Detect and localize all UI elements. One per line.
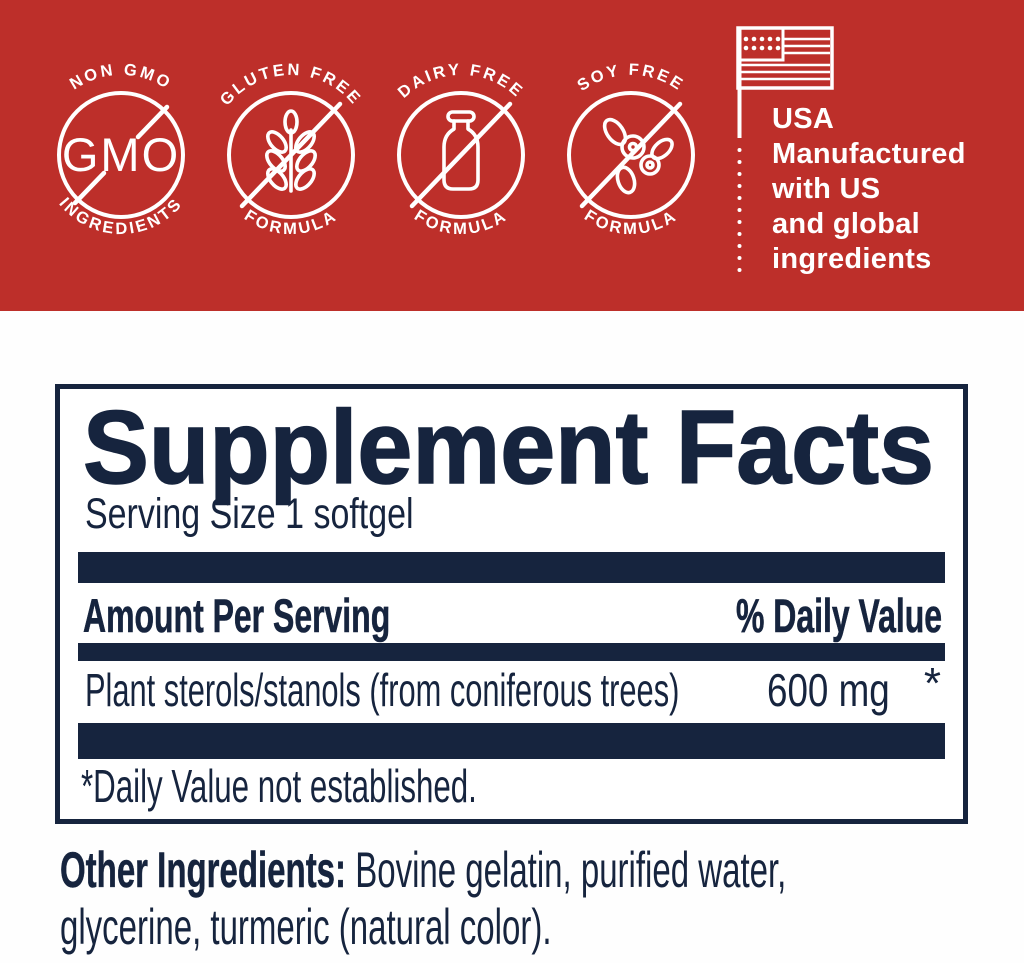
panel-title: Supplement Facts (82, 389, 934, 507)
badge-bottom-arc-text: FORMULA (581, 206, 681, 238)
soy-free-badge: SOY FREE FORMULA (567, 61, 695, 238)
dairy-free-badge: DAIRY FREE FORMULA (395, 61, 528, 238)
badge-bottom-arc-text: FORMULA (411, 206, 511, 238)
flag-stripes (740, 37, 830, 81)
origin-line: USA (772, 103, 835, 135)
thick-divider-bar (78, 552, 945, 583)
top-banner: GMO NON GMO INGREDIENTS (0, 0, 1024, 311)
supplement-facts-panel: Supplement Facts Serving Size 1 softgel … (55, 384, 968, 824)
other-ingredients-label: Other Ingredients: (60, 842, 347, 899)
origin-line: Manufactured (772, 138, 966, 170)
slash-icon (239, 101, 343, 209)
ingredient-row-name: Plant sterols/stanols (from coniferous t… (85, 664, 680, 716)
badge-circle (227, 91, 355, 219)
flag-stars (743, 36, 781, 51)
badge-circle (397, 91, 525, 219)
flag-pole-dotted-line (737, 148, 742, 272)
ingredient-row-daily-value: * (923, 659, 941, 708)
soybean-icon (602, 117, 674, 195)
origin-line: and global (772, 208, 920, 240)
badge-top-arc-text: SOY FREE (574, 61, 688, 95)
ingredient-row-amount: 600 mg (767, 664, 890, 716)
badge-bottom-arc-text: FORMULA (241, 206, 341, 238)
wheat-icon (265, 109, 317, 193)
no-gmo-slash-icon (72, 104, 170, 206)
badge-top-arc-text: GLUTEN FREE (217, 61, 366, 109)
origin-line: ingredients (772, 243, 932, 275)
divider-bar (78, 643, 945, 661)
serving-size: Serving Size 1 softgel (85, 490, 414, 538)
milk-bottle-icon (442, 110, 480, 191)
slash-icon (579, 101, 683, 209)
gmo-center-text: GMO (62, 128, 180, 181)
slash-icon (409, 101, 513, 209)
other-ingredients: Other Ingredients: Bovine gelatin, purif… (60, 842, 905, 956)
non-gmo-badge: GMO NON GMO INGREDIENTS (55, 61, 185, 238)
badge-circle (57, 91, 185, 219)
column-header-amount: Amount Per Serving (83, 589, 391, 643)
column-header-daily-value: % Daily Value (735, 589, 942, 643)
certification-badges: GMO NON GMO INGREDIENTS (36, 58, 716, 248)
badge-top-arc-text: NON GMO (67, 61, 176, 94)
badge-circle (567, 91, 695, 219)
us-flag-icon (736, 26, 834, 272)
origin-line: with US (772, 173, 881, 205)
badge-top-arc-text: DAIRY FREE (395, 61, 528, 102)
usa-manufactured-text: USA Manufactured with US and global ingr… (772, 102, 966, 277)
gluten-free-badge: GLUTEN FREE FORMULA (217, 61, 366, 238)
thick-divider-bar (78, 723, 945, 759)
other-ingredients-text: Bovine gelatin, purified water, glycerin… (60, 842, 787, 955)
daily-value-footnote: *Daily Value not established. (81, 760, 477, 812)
